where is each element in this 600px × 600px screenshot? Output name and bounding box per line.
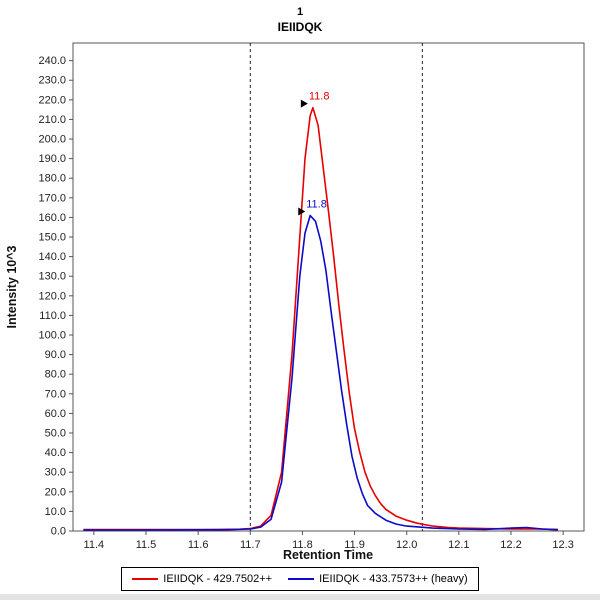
legend-label-light: IEIIDQK - 429.7502++ xyxy=(163,572,273,585)
x-tick-label: 11.8 xyxy=(292,539,313,551)
chart-title-peptide: IEIIDQK xyxy=(277,19,323,34)
legend-swatch-heavy xyxy=(288,577,315,580)
y-tick-label: 90.0 xyxy=(45,349,66,361)
x-tick-label: 12.0 xyxy=(396,539,417,551)
y-tick-label: 200.0 xyxy=(38,133,66,145)
y-tick-label: 220.0 xyxy=(38,94,66,106)
y-tick-label: 160.0 xyxy=(38,212,66,224)
y-tick-label: 190.0 xyxy=(38,153,66,165)
y-tick-label: 150.0 xyxy=(38,231,66,243)
y-tick-label: 110.0 xyxy=(39,310,66,322)
y-tick-label: 60.0 xyxy=(45,408,66,420)
window-edge xyxy=(0,594,600,600)
y-tick-label: 130.0 xyxy=(38,270,66,282)
y-tick-label: 40.0 xyxy=(45,447,66,459)
y-tick-label: 30.0 xyxy=(45,466,66,478)
y-tick-label: 240.0 xyxy=(38,55,66,67)
legend-row: IEIIDQK - 429.7502++ IEIIDQK - 433.7573+… xyxy=(0,566,600,591)
y-axis-label: Intensity 10^3 xyxy=(5,245,19,328)
y-tick-label: 0.0 xyxy=(51,525,66,537)
x-tick-label: 11.6 xyxy=(188,539,209,551)
legend-item-heavy: IEIIDQK - 433.7573++ (heavy) xyxy=(288,573,468,585)
legend-label-heavy: IEIIDQK - 433.7573++ (heavy) xyxy=(319,572,468,585)
x-axis-label: Retention Time xyxy=(283,548,373,562)
y-tick-label: 140.0 xyxy=(38,251,66,263)
y-tick-label: 50.0 xyxy=(45,427,66,439)
legend-swatch-light xyxy=(132,577,159,580)
y-tick-label: 120.0 xyxy=(38,290,66,302)
x-tick-label: 11.4 xyxy=(84,539,105,551)
chromatogram-plot[interactable]: Intensity 10^3 Retention Time 0.0 10.0 20.… xyxy=(0,35,600,565)
y-tick-label: 180.0 xyxy=(38,172,66,184)
y-tick-label: 70.0 xyxy=(45,388,66,400)
y-tick-label: 210.0 xyxy=(38,114,66,126)
y-tick-label: 170.0 xyxy=(38,192,66,204)
x-tick-label: 11.9 xyxy=(344,539,365,551)
x-tick-label: 12.1 xyxy=(448,539,469,551)
plot-area: 0.0 10.0 20.0 30.0 40.0 50.0 60.0 70.0 80.0 90.0 1… xyxy=(38,42,585,551)
chart-title-replicate: 1 xyxy=(296,6,304,18)
y-tick-label: 20.0 xyxy=(45,486,66,498)
y-tick-label: 230.0 xyxy=(38,74,66,86)
peak-arrow-icon xyxy=(300,99,308,108)
x-tick-label: 11.5 xyxy=(136,539,157,551)
legend: IEIIDQK - 429.7502++ IEIIDQK - 433.7573+… xyxy=(121,566,479,591)
x-tick-label: 12.3 xyxy=(552,539,573,551)
peak-rt-label: 11.8 xyxy=(306,198,327,210)
x-tick-label: 11.7 xyxy=(240,539,261,551)
legend-item-light: IEIIDQK - 429.7502++ xyxy=(132,573,272,585)
chart-title: 1 IEIIDQK xyxy=(0,0,600,35)
y-tick-label: 10.0 xyxy=(45,506,66,518)
chromatogram-trace xyxy=(83,214,558,531)
y-tick-label: 80.0 xyxy=(45,368,66,380)
y-tick-label: 100.0 xyxy=(38,329,66,341)
x-tick-label: 12.2 xyxy=(500,539,521,551)
peak-rt-label: 11.8 xyxy=(309,90,330,102)
peak-arrow-icon xyxy=(298,207,306,216)
